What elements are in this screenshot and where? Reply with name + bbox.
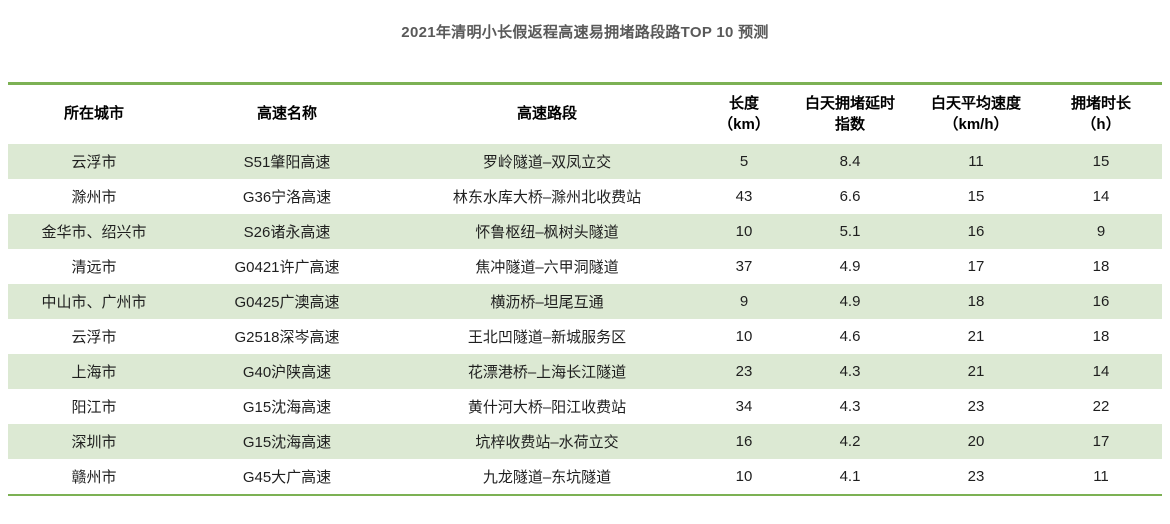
table-cell: 23 [967, 398, 985, 415]
column-header-avg-speed: 白天平均速度 （km/h） [912, 83, 1040, 144]
table-cell: 4.2 [839, 433, 861, 450]
column-header-city: 所在城市 [8, 83, 180, 144]
table-cell: 14 [1092, 363, 1110, 380]
table-header-row: 所在城市 高速名称 高速路段 长度 （km） 白天拥堵延时 指数 白天平均速度 … [8, 83, 1162, 144]
column-header-length-km: 长度 （km） [700, 83, 788, 144]
table-cell: 横沥桥–坦尾互通 [490, 294, 604, 311]
table-cell: 金华市、绍兴市 [41, 224, 147, 241]
table-row: 云浮市 S51肇阳高速 罗岭隧道–双凤立交 5 8.4 11 15 [8, 144, 1162, 179]
table-cell: 16 [735, 433, 753, 450]
table-cell: 18 [1092, 328, 1110, 345]
table-cell: 20 [967, 433, 985, 450]
table-cell: 21 [967, 363, 985, 380]
table-cell: 15 [1092, 153, 1110, 170]
table-cell: 花漂港桥–上海长江隧道 [467, 364, 627, 381]
table-cell: 37 [735, 258, 753, 275]
table-cell: 林东水库大桥–滁州北收费站 [452, 189, 642, 206]
table-cell: 10 [735, 328, 753, 345]
table-cell: G40沪陕高速 [242, 364, 332, 381]
table-row: 滁州市 G36宁洛高速 林东水库大桥–滁州北收费站 43 6.6 15 14 [8, 179, 1162, 214]
table-cell: 10 [735, 468, 753, 485]
table-cell: 17 [1092, 433, 1110, 450]
table-cell: G0421许广高速 [234, 259, 340, 276]
table-cell: 赣州市 [71, 469, 117, 486]
column-header-duration-h: 拥堵时长 （h） [1040, 83, 1162, 144]
table-cell: 4.9 [839, 258, 861, 275]
table-cell: 8.4 [839, 153, 861, 170]
table-cell: 11 [1093, 468, 1109, 485]
table-cell: 深圳市 [71, 434, 117, 451]
table-row: 清远市 G0421许广高速 焦冲隧道–六甲洞隧道 37 4.9 17 18 [8, 249, 1162, 284]
table-cell: 21 [967, 328, 985, 345]
table-cell: 18 [1092, 258, 1110, 275]
table-body: 云浮市 S51肇阳高速 罗岭隧道–双凤立交 5 8.4 11 15 滁州市 G36宁洛高速 林东水… [8, 144, 1162, 495]
table-cell: 10 [735, 223, 753, 240]
table-cell: 4.3 [839, 363, 861, 380]
table-cell: 阳江市 [71, 399, 117, 416]
table-cell: G36宁洛高速 [242, 189, 332, 206]
table-cell: 34 [735, 398, 753, 415]
table-cell: 云浮市 [71, 329, 117, 346]
table-cell: 11 [968, 153, 984, 170]
table-cell: 18 [967, 293, 985, 310]
table-row: 中山市、广州市 G0425广澳高速 横沥桥–坦尾互通 9 4.9 18 16 [8, 284, 1162, 319]
table-cell: 4.9 [839, 293, 861, 310]
table-cell: 17 [967, 258, 985, 275]
table-cell: 15 [967, 188, 985, 205]
table-cell: 焦冲隧道–六甲洞隧道 [475, 259, 619, 276]
table-cell: 云浮市 [71, 154, 117, 171]
table-cell: 4.1 [839, 468, 861, 485]
table-row: 云浮市 G2518深岑高速 王北凹隧道–新城服务区 10 4.6 21 18 [8, 319, 1162, 354]
table-cell: 14 [1092, 188, 1110, 205]
table-cell: 上海市 [71, 364, 117, 381]
table-cell: 16 [1092, 293, 1110, 310]
table-cell: 9 [1096, 223, 1106, 240]
table-cell: 怀鲁枢纽–枫树头隧道 [475, 224, 619, 241]
table-cell: 王北凹隧道–新城服务区 [467, 329, 627, 346]
table-cell: 5.1 [839, 223, 861, 240]
table-cell: 黄什河大桥–阳江收费站 [467, 399, 627, 416]
table-cell: S51肇阳高速 [243, 154, 331, 171]
table-cell: 5 [739, 153, 749, 170]
table-cell: 4.6 [839, 328, 861, 345]
congestion-top10-table: 所在城市 高速名称 高速路段 长度 （km） 白天拥堵延时 指数 白天平均速度 … [8, 82, 1162, 496]
column-header-delay-index: 白天拥堵延时 指数 [788, 83, 912, 144]
table-cell: 6.6 [839, 188, 861, 205]
table-cell: 9 [739, 293, 749, 310]
table-cell: 中山市、广州市 [41, 294, 147, 311]
table-row: 上海市 G40沪陕高速 花漂港桥–上海长江隧道 23 4.3 21 14 [8, 354, 1162, 389]
table-row: 金华市、绍兴市 S26诸永高速 怀鲁枢纽–枫树头隧道 10 5.1 16 9 [8, 214, 1162, 249]
table-cell: 23 [967, 468, 985, 485]
table-cell: 4.3 [839, 398, 861, 415]
table-cell: G15沈海高速 [242, 399, 332, 416]
table-cell: 22 [1092, 398, 1110, 415]
table-cell: 16 [967, 223, 985, 240]
table-cell: 清远市 [71, 259, 117, 276]
table-row: 阳江市 G15沈海高速 黄什河大桥–阳江收费站 34 4.3 23 22 [8, 389, 1162, 424]
table-cell: G2518深岑高速 [234, 329, 340, 346]
table-cell: 坑梓收费站–水荷立交 [475, 434, 619, 451]
table-cell: 23 [735, 363, 753, 380]
table-cell: 罗岭隧道–双凤立交 [482, 154, 612, 171]
table-header: 所在城市 高速名称 高速路段 长度 （km） 白天拥堵延时 指数 白天平均速度 … [8, 83, 1162, 144]
table-cell: G15沈海高速 [242, 434, 332, 451]
table-cell: 九龙隧道–东坑隧道 [482, 469, 612, 486]
table-cell: 滁州市 [71, 189, 117, 206]
table-cell: 43 [735, 188, 753, 205]
table-cell: G0425广澳高速 [234, 294, 340, 311]
table-row: 深圳市 G15沈海高速 坑梓收费站–水荷立交 16 4.2 20 17 [8, 424, 1162, 459]
table-cell: S26诸永高速 [243, 224, 331, 241]
table-cell: G45大广高速 [242, 469, 332, 486]
table-row: 赣州市 G45大广高速 九龙隧道–东坑隧道 10 4.1 23 11 [8, 459, 1162, 495]
column-header-highway-name: 高速名称 [180, 83, 394, 144]
column-header-road-section: 高速路段 [394, 83, 700, 144]
page-title: 2021年清明小长假返程高速易拥堵路段路TOP 10 预测 [401, 24, 769, 41]
